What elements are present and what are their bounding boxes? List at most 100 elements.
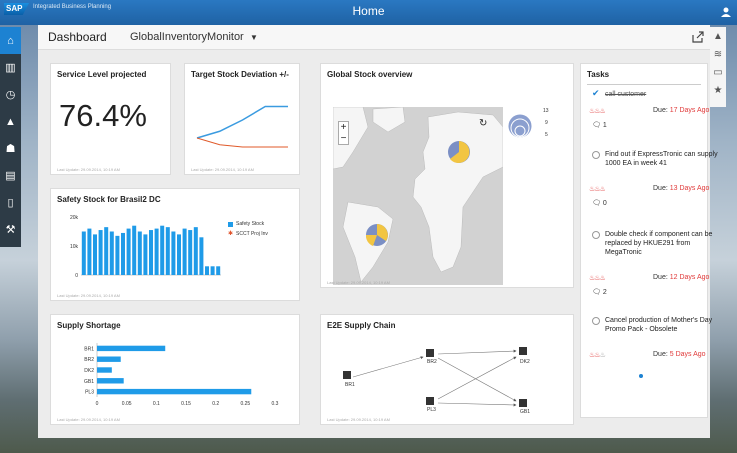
- tile-global-stock[interactable]: Global Stock overview + − ↻ 13 9 5 Last U…: [320, 63, 574, 288]
- task-text: Find out if ExpressTronic can supply 100…: [605, 151, 718, 167]
- nav-document-icon[interactable]: ▯: [7, 197, 14, 209]
- node-label: BR2: [427, 359, 437, 365]
- series-line: [196, 105, 288, 139]
- task-checkbox[interactable]: [592, 151, 600, 159]
- safety-stock-bar-chart: 20k 10k 0: [70, 215, 221, 279]
- last-update: Last Update: 29.09.2014, 10:19 AM: [327, 417, 390, 422]
- bar: [199, 237, 204, 275]
- page-title: Dashboard: [48, 30, 107, 44]
- legend-item: ✱ SCCT Proj Inv: [228, 230, 268, 238]
- clipboard-icon[interactable]: ▭: [713, 66, 723, 78]
- bar: [171, 231, 176, 275]
- task-text: Cancel production of Mother's Day Promo …: [605, 317, 713, 333]
- task-checkbox[interactable]: [592, 231, 600, 239]
- nav-people-icon[interactable]: ☗: [5, 143, 16, 155]
- node-label: GB1: [520, 409, 531, 415]
- y-tick-label: PL3: [85, 390, 94, 396]
- tasks-panel: Tasks ✔ call customer ♨♨♨ Due: 17 Days A…: [580, 63, 718, 418]
- task-text: Double check if component can be replace…: [605, 231, 713, 256]
- bar: [137, 231, 142, 275]
- task-checkbox[interactable]: [592, 317, 600, 325]
- tile-title: Target Stock Deviation +/-: [191, 70, 289, 79]
- bar: [121, 232, 125, 275]
- left-navigation: ⌂ ▥ ◷ ▲ ☗ ▤ ▯ ⚒: [0, 27, 21, 247]
- comment-count[interactable]: 🗨 2: [592, 289, 607, 296]
- x-tick-label: 0.05: [122, 401, 132, 407]
- service-level-value: 76.4%: [59, 98, 147, 133]
- y-tick-label: 20k: [70, 215, 79, 221]
- bar: [87, 228, 92, 275]
- bar: [177, 234, 181, 275]
- bar: [93, 234, 97, 275]
- bubble-legend-label: 13: [543, 108, 549, 114]
- chevron-down-icon[interactable]: ▼: [250, 33, 258, 42]
- target-stock-line-chart: [196, 105, 288, 148]
- task-text: call customer: [605, 91, 647, 98]
- nav-alert-icon[interactable]: ▲: [5, 115, 16, 128]
- task-due: Due: 13 Days Ago: [653, 185, 710, 192]
- last-update: Last Update: 29.09.2014, 10:19 AM: [57, 167, 120, 172]
- priority-flame-icon: ♨♨♨: [589, 275, 606, 282]
- bar: [143, 234, 148, 275]
- comment-count[interactable]: 🗨 1: [592, 122, 607, 129]
- bar: [126, 228, 131, 275]
- tile-target-stock[interactable]: Target Stock Deviation +/- Last Update: …: [184, 63, 300, 175]
- bar: [182, 228, 187, 275]
- feed-icon[interactable]: ≋: [713, 48, 723, 60]
- x-tick-label: 0.25: [240, 401, 250, 407]
- nav-home-icon[interactable]: ⌂: [0, 27, 21, 54]
- bar: [210, 266, 215, 275]
- tile-e2e-supply-chain[interactable]: E2E Supply Chain BR1 BR2 DK2 PL3 GB1 Las…: [320, 314, 574, 425]
- y-tick-label: BR2: [84, 357, 94, 363]
- app-name: Integrated Business Planning: [33, 4, 112, 10]
- bar: [97, 388, 252, 395]
- y-tick-label: 0: [75, 273, 78, 279]
- priority-flame-icon: ♨♨♨: [589, 108, 606, 115]
- task-due: Due: 12 Days Ago: [653, 274, 710, 281]
- nav-tools-icon[interactable]: ⚒: [5, 224, 16, 236]
- bar: [216, 266, 221, 275]
- y-tick-label: GB1: [84, 379, 94, 385]
- share-icon[interactable]: [692, 31, 704, 43]
- nav-analytics-icon[interactable]: ▥: [5, 62, 16, 74]
- tile-title: Safety Stock for Brasil2 DC: [57, 195, 161, 204]
- nav-card-icon[interactable]: ▤: [5, 170, 16, 182]
- dashboard-header: Dashboard GlobalInventoryMonitor ▼: [38, 25, 710, 50]
- y-tick-label: DK2: [84, 368, 94, 374]
- checked-checkbox[interactable]: ✔: [592, 88, 600, 98]
- comment-count[interactable]: 🗨 0: [592, 200, 607, 207]
- nav-clock-icon[interactable]: ◷: [5, 89, 16, 101]
- pager-dot[interactable]: [639, 374, 643, 378]
- task-due: Due: 17 Days Ago: [653, 107, 710, 114]
- user-icon[interactable]: [721, 7, 731, 17]
- x-tick-label: 0.1: [153, 401, 160, 407]
- tile-service-level[interactable]: Service Level projected 76.4% Last Updat…: [50, 63, 171, 175]
- sap-logo: SAP: [4, 3, 29, 15]
- y-tick-label: 10k: [70, 244, 79, 250]
- node-label: DK2: [520, 359, 530, 365]
- bubble-legend-label: 5: [545, 132, 548, 138]
- bar: [193, 227, 198, 275]
- star-icon[interactable]: ★: [713, 84, 723, 96]
- bar: [81, 231, 86, 275]
- tile-supply-shortage[interactable]: Supply Shortage BR1 BR2 DK2 GB1 PL3 0 0.05 0.1 0…: [50, 314, 300, 425]
- last-update: Last Update: 29.09.2014, 10:19 AM: [57, 293, 120, 298]
- alert-icon[interactable]: ▲: [713, 30, 723, 42]
- home-title[interactable]: Home: [352, 4, 385, 18]
- zoom-control[interactable]: + −: [338, 121, 349, 145]
- tasks-title: Tasks: [587, 70, 610, 79]
- reset-icon[interactable]: ↻: [479, 118, 488, 129]
- y-tick-label: BR1: [84, 346, 94, 352]
- bar: [97, 345, 166, 352]
- x-tick-label: 0: [96, 401, 99, 407]
- dashboard-selector[interactable]: GlobalInventoryMonitor: [130, 31, 244, 43]
- bar: [188, 230, 193, 275]
- bar: [97, 356, 121, 362]
- bar: [154, 228, 159, 275]
- tile-title: Supply Shortage: [57, 321, 121, 330]
- last-update: Last Update: 29.09.2014, 10:19 AM: [191, 167, 254, 172]
- bar: [165, 227, 170, 275]
- bar: [109, 231, 114, 275]
- x-tick-label: 0.15: [181, 401, 191, 407]
- tile-safety-stock[interactable]: Safety Stock for Brasil2 DC 20k 10k 0 Safe…: [50, 188, 300, 301]
